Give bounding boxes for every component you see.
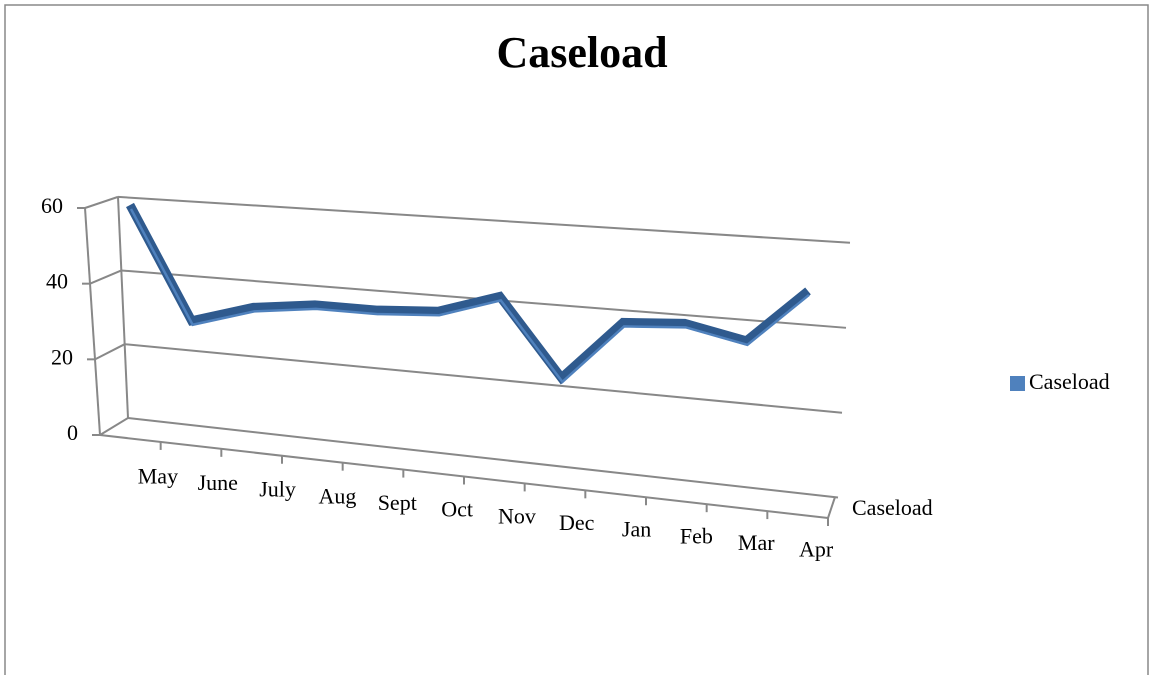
y-axis: [84, 207, 101, 436]
x-tick-label: Aug: [318, 483, 356, 508]
x-tick-label: Apr: [799, 537, 834, 562]
y-tick-label: 0: [67, 420, 78, 445]
depth-label: Caseload: [852, 495, 933, 520]
grid-line: [124, 343, 843, 414]
x-tick-label: Dec: [559, 510, 595, 535]
grid-line: [127, 417, 839, 499]
x-tick-label: July: [259, 477, 296, 502]
chart-border: [4, 4, 1149, 675]
legend-label: Caseload: [1029, 369, 1110, 394]
depth-line: [99, 417, 129, 436]
depth-line: [84, 195, 119, 209]
x-tick-label: Nov: [498, 503, 536, 528]
x-tick-label: May: [138, 463, 178, 488]
depth-line: [89, 269, 122, 285]
y-tick-label: 20: [51, 344, 73, 369]
x-tick-label: June: [198, 470, 238, 495]
line-body: [126, 202, 811, 385]
x-tick-label: Oct: [441, 497, 473, 522]
floor-right: [827, 496, 836, 519]
chart-title: Caseload: [496, 28, 667, 77]
y-tick-label: 40: [46, 269, 68, 294]
depth-line: [94, 343, 126, 361]
x-tick-label: Mar: [738, 530, 775, 555]
x-tick-label: Sept: [378, 490, 417, 515]
grid-line: [117, 195, 851, 244]
x-tick-label: Jan: [622, 517, 651, 542]
y-tick-label: 60: [41, 193, 63, 218]
legend-swatch: [1010, 376, 1025, 391]
x-tick-label: Feb: [680, 523, 713, 548]
line-face: [129, 208, 810, 384]
back-axis: [117, 196, 129, 419]
